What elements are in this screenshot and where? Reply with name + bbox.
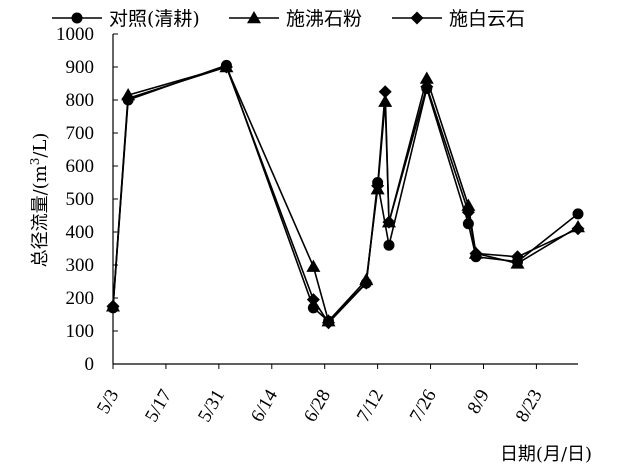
legend-marker-circle (71, 12, 83, 24)
data-point-diamond (219, 60, 233, 74)
x-tick-label: 6/14 (247, 386, 282, 426)
data-point-diamond (321, 316, 335, 330)
x-axis-title: 日期(月/日) (500, 444, 592, 465)
y-tick-label: 100 (66, 321, 95, 342)
x-axis-ticks: 5/3 5/17 5/31 6/14 6/28 7/12 7/26 8/9 8/23 (93, 364, 547, 426)
data-point-diamond (306, 293, 320, 307)
data-point-diamond (469, 246, 483, 260)
data-point-circle (383, 239, 395, 251)
series-line-circle (112, 64, 579, 323)
legend-marker-diamond (410, 11, 424, 25)
x-tick-label: 5/31 (194, 386, 229, 426)
x-tick-label: 7/12 (353, 386, 388, 426)
data-point-diamond (382, 215, 396, 229)
legend-item-triangle: 施沸石粉 (229, 8, 362, 30)
data-point-diamond (106, 299, 120, 313)
x-tick-label: 7/26 (406, 386, 441, 426)
series-layer (106, 59, 585, 330)
x-tick-label: 8/9 (463, 386, 493, 418)
data-point-diamond (461, 205, 475, 219)
series-line-diamond (112, 66, 579, 325)
y-axis-ticks: 0 100 200 300 400 500 600 700 800 900 1000 (56, 24, 118, 375)
legend-label: 施沸石粉 (286, 8, 362, 30)
legend-label: 施白云石 (449, 8, 525, 30)
series-circle (107, 59, 584, 327)
x-tick-label: 5/17 (141, 386, 176, 426)
y-axis-title: 总径流量/(m3/L) (28, 133, 51, 268)
data-point-diamond (378, 85, 392, 99)
y-tick-label: 600 (66, 156, 95, 177)
x-tick-label: 5/3 (93, 386, 123, 418)
series-diamond (106, 60, 585, 330)
y-tick-label: 300 (66, 255, 95, 276)
y-tick-label: 500 (66, 189, 95, 210)
data-point-triangle (306, 259, 321, 272)
y-tick-label: 200 (66, 288, 95, 309)
data-point-triangle (419, 71, 434, 84)
legend-item-diamond: 施白云石 (392, 8, 525, 30)
y-tick-label: 700 (66, 123, 95, 144)
y-tick-label: 0 (85, 354, 95, 375)
legend-label: 对照(清耕) (109, 8, 200, 30)
data-point-diamond (371, 179, 385, 193)
plot-axes (112, 34, 578, 365)
y-tick-label: 400 (66, 222, 95, 243)
legend-item-circle: 对照(清耕) (52, 8, 200, 30)
y-tick-label: 800 (66, 90, 95, 111)
y-tick-label: 1000 (56, 24, 94, 45)
series-line-triangle (112, 66, 579, 323)
chart-legend: 对照(清耕) 施沸石粉 施白云石 (52, 8, 525, 30)
series-triangle (106, 60, 585, 327)
data-point-diamond (359, 276, 373, 290)
legend-marker-triangle (247, 11, 261, 24)
data-point-diamond (571, 222, 585, 236)
data-point-triangle (461, 198, 476, 211)
x-tick-label: 8/23 (512, 386, 547, 426)
x-tick-label: 6/28 (300, 386, 335, 426)
data-point-diamond (121, 91, 135, 105)
y-tick-label: 900 (66, 57, 95, 78)
data-point-diamond (420, 80, 434, 94)
data-point-diamond (511, 250, 525, 264)
data-point-circle (572, 208, 584, 220)
